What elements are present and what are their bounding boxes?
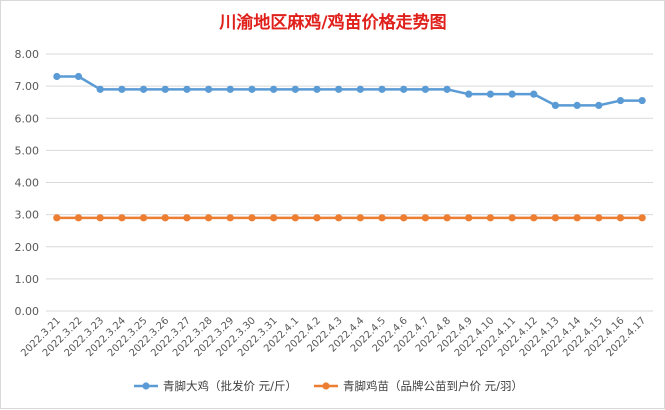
x-axis-tick-labels: 2022.3.212022.3.222022.3.232022.3.242022… bbox=[19, 315, 648, 359]
data-point bbox=[573, 214, 581, 222]
data-point bbox=[421, 85, 429, 93]
data-point bbox=[486, 90, 495, 98]
data-point bbox=[248, 214, 256, 222]
data-point bbox=[226, 214, 234, 222]
y-tick-label: 1.00 bbox=[15, 273, 40, 286]
data-point bbox=[335, 85, 343, 93]
data-point bbox=[248, 85, 256, 93]
series-1 bbox=[53, 72, 646, 109]
legend-label: 青脚鸡苗（品牌公苗到户价 元/羽） bbox=[343, 379, 523, 393]
data-point bbox=[378, 85, 386, 93]
chart-title: 川渝地区麻鸡/鸡苗价格走势图 bbox=[218, 12, 446, 33]
data-point bbox=[616, 214, 625, 222]
data-point bbox=[291, 85, 299, 93]
data-point bbox=[530, 214, 538, 222]
data-point bbox=[270, 85, 278, 93]
gridlines bbox=[46, 53, 653, 312]
data-point bbox=[226, 85, 234, 93]
y-tick-label: 2.00 bbox=[15, 241, 40, 254]
y-tick-label: 0.00 bbox=[15, 305, 40, 318]
data-point bbox=[335, 214, 343, 222]
data-point bbox=[551, 101, 560, 109]
data-point bbox=[638, 96, 646, 105]
data-point bbox=[161, 85, 169, 93]
data-point bbox=[139, 85, 148, 93]
data-point bbox=[638, 214, 646, 222]
data-point bbox=[96, 214, 104, 222]
y-tick-label: 6.00 bbox=[15, 112, 40, 125]
data-point bbox=[421, 214, 429, 222]
data-point bbox=[616, 96, 625, 105]
data-point bbox=[573, 101, 581, 109]
data-point bbox=[96, 85, 104, 93]
legend-marker bbox=[322, 382, 330, 390]
y-tick-label: 8.00 bbox=[15, 48, 40, 61]
data-point bbox=[53, 72, 61, 81]
data-point bbox=[53, 214, 61, 222]
data-point bbox=[183, 214, 191, 222]
data-point bbox=[356, 85, 364, 93]
data-point bbox=[161, 214, 169, 222]
data-point bbox=[313, 85, 321, 93]
data-point bbox=[530, 90, 538, 98]
y-tick-label: 7.00 bbox=[15, 80, 40, 93]
data-point bbox=[508, 214, 516, 222]
data-point bbox=[465, 90, 473, 98]
legend: 青脚大鸡（批发价 元/斤） 青脚鸡苗（品牌公苗到户价 元/羽） bbox=[134, 379, 523, 393]
legend-label: 青脚大鸡（批发价 元/斤） bbox=[163, 379, 297, 393]
data-point bbox=[465, 214, 473, 222]
data-point bbox=[74, 214, 83, 222]
data-point bbox=[508, 90, 516, 98]
y-axis-tick-labels: 0.00 1.00 2.00 3.00 4.00 5.00 6.00 7.00 8.00 bbox=[15, 48, 40, 318]
data-point bbox=[74, 72, 83, 81]
data-point bbox=[204, 214, 213, 222]
data-point bbox=[443, 85, 451, 93]
data-point bbox=[118, 214, 126, 222]
data-point bbox=[139, 214, 148, 222]
data-point bbox=[270, 214, 278, 222]
data-point bbox=[400, 214, 408, 222]
data-point bbox=[183, 85, 191, 93]
legend-item: 青脚鸡苗（品牌公苗到户价 元/羽） bbox=[314, 379, 523, 393]
legend-item: 青脚大鸡（批发价 元/斤） bbox=[134, 379, 297, 393]
data-point bbox=[291, 214, 299, 222]
data-point bbox=[378, 214, 386, 222]
series-2 bbox=[53, 214, 646, 222]
data-point bbox=[313, 214, 321, 222]
y-tick-label: 4.00 bbox=[15, 177, 40, 190]
series-line bbox=[56, 75, 643, 107]
data-point bbox=[204, 85, 213, 93]
data-point bbox=[595, 214, 603, 222]
data-point bbox=[486, 214, 495, 222]
legend-marker bbox=[142, 382, 150, 390]
data-point bbox=[443, 214, 451, 222]
data-point bbox=[400, 85, 408, 93]
series-lines bbox=[53, 72, 646, 222]
y-tick-label: 5.00 bbox=[15, 144, 40, 157]
data-point bbox=[356, 214, 364, 222]
data-point bbox=[595, 101, 603, 109]
data-point bbox=[551, 214, 560, 222]
y-tick-label: 3.00 bbox=[15, 209, 40, 222]
data-point bbox=[118, 85, 126, 93]
